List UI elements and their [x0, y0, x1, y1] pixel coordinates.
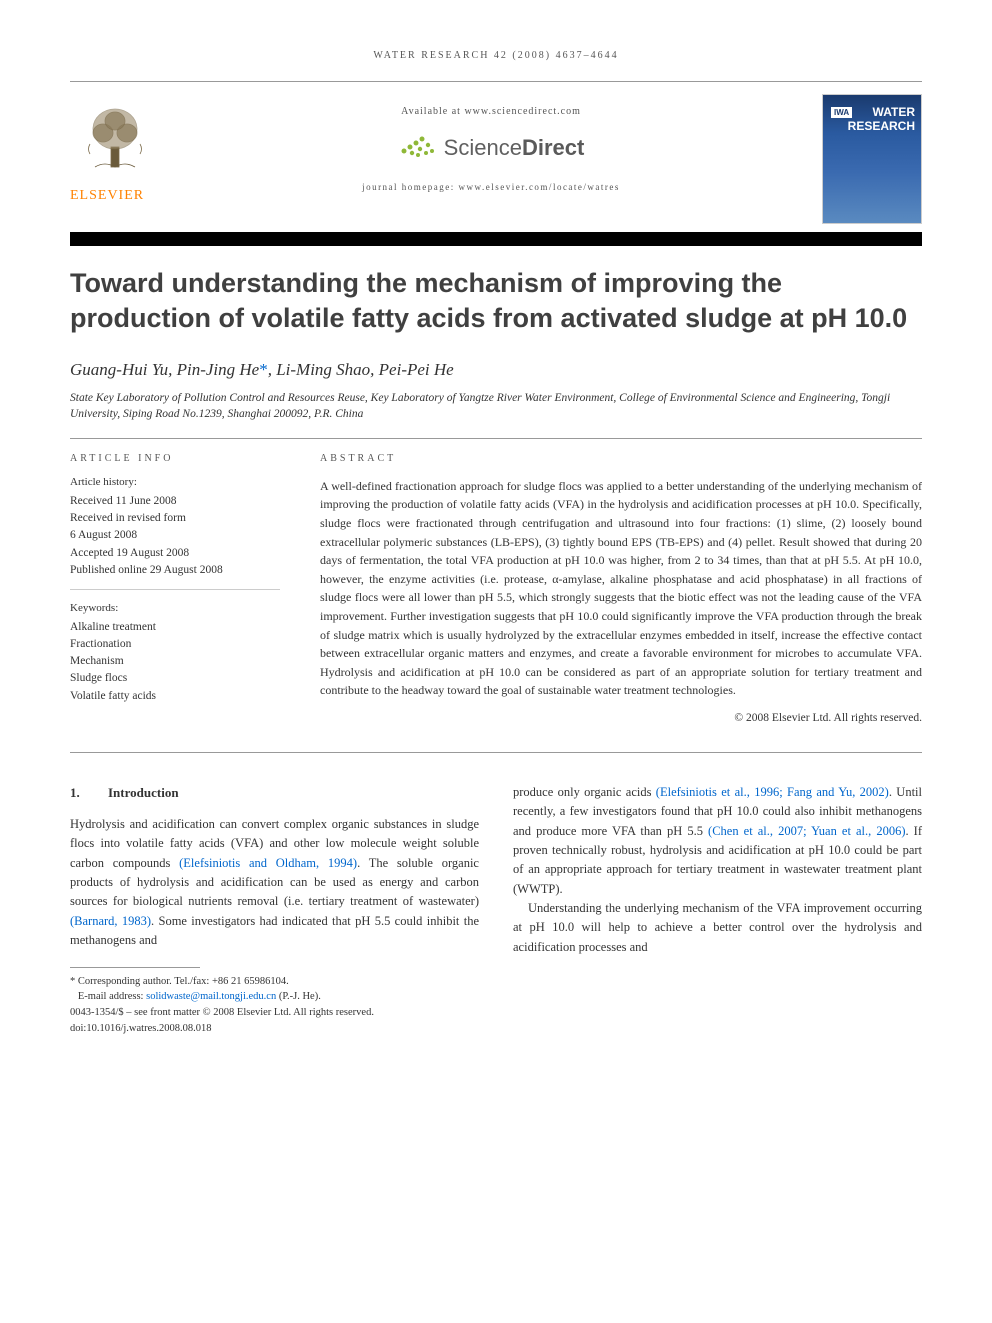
article-info-heading: ARTICLE INFO	[70, 451, 280, 466]
journal-homepage: journal homepage: www.elsevier.com/locat…	[180, 182, 802, 192]
email-label: E-mail address:	[78, 991, 146, 1002]
cover-label-1: WATER	[848, 105, 915, 119]
info-abstract-row: ARTICLE INFO Article history: Received 1…	[70, 451, 922, 727]
journal-cover-thumb: IWA WATER RESEARCH	[822, 94, 922, 224]
email-line: E-mail address: solidwaste@mail.tongji.e…	[70, 989, 479, 1005]
cite-1[interactable]: (Elefsiniotis and Oldham, 1994)	[179, 856, 357, 870]
revised-2: 6 August 2008	[70, 527, 280, 544]
body-col-right: produce only organic acids (Elefsiniotis…	[513, 783, 922, 1037]
section-heading: 1.Introduction	[70, 783, 479, 803]
email-link[interactable]: solidwaste@mail.tongji.edu.cn	[146, 991, 276, 1002]
accepted: Accepted 19 August 2008	[70, 545, 280, 562]
affiliation: State Key Laboratory of Pollution Contro…	[70, 390, 922, 422]
intro-p1: Hydrolysis and acidification can convert…	[70, 815, 479, 951]
issn-line: 0043-1354/$ – see front matter © 2008 El…	[70, 1005, 479, 1021]
header-center: Available at www.sciencedirect.com	[180, 94, 802, 192]
available-at: Available at www.sciencedirect.com	[180, 106, 802, 117]
revised-1: Received in revised form	[70, 510, 280, 527]
doi-line: doi:10.1016/j.watres.2008.08.018	[70, 1021, 479, 1037]
history-label: Article history:	[70, 474, 280, 491]
elsevier-tree-icon	[70, 94, 160, 184]
publisher-logo-block: ELSEVIER	[70, 94, 160, 204]
rule-above-body	[70, 752, 922, 753]
sciencedirect-logo: ScienceDirect	[180, 131, 802, 164]
top-rule	[70, 81, 922, 82]
section-title: Introduction	[108, 785, 179, 800]
corr-author-note: * Corresponding author. Tel./fax: +86 21…	[70, 974, 479, 990]
cite-3[interactable]: (Elefsiniotis et al., 1996; Fang and Yu,…	[656, 785, 889, 799]
header-row: ELSEVIER Available at www.sciencedirect.…	[70, 94, 922, 224]
cite-4[interactable]: (Chen et al., 2007; Yuan et al., 2006)	[708, 824, 905, 838]
kw-5: Volatile fatty acids	[70, 688, 280, 705]
sd-science: Science	[444, 135, 522, 160]
rule-above-info	[70, 438, 922, 439]
keywords-label: Keywords:	[70, 600, 280, 617]
kw-3: Mechanism	[70, 653, 280, 670]
section-num: 1.	[70, 783, 108, 803]
abstract-col: ABSTRACT A well-defined fractionation ap…	[320, 451, 922, 727]
footnote-rule	[70, 967, 200, 968]
abstract-text: A well-defined fractionation approach fo…	[320, 477, 922, 700]
corresponding-mark: *	[259, 360, 268, 379]
black-bar	[70, 232, 922, 246]
sd-dots-icon	[398, 131, 438, 164]
authors: Guang-Hui Yu, Pin-Jing He*, Li-Ming Shao…	[70, 360, 922, 380]
footnotes: * Corresponding author. Tel./fax: +86 21…	[70, 974, 479, 1037]
authors-rest: , Li-Ming Shao, Pei-Pei He	[268, 360, 454, 379]
cite-2[interactable]: (Barnard, 1983)	[70, 914, 151, 928]
col2-p2: Understanding the underlying mechanism o…	[513, 899, 922, 957]
abstract-heading: ABSTRACT	[320, 451, 922, 467]
authors-first: Guang-Hui Yu, Pin-Jing He	[70, 360, 259, 379]
c2p1a: produce only organic acids	[513, 785, 656, 799]
received: Received 11 June 2008	[70, 493, 280, 510]
col2-p1: produce only organic acids (Elefsiniotis…	[513, 783, 922, 899]
kw-2: Fractionation	[70, 636, 280, 653]
published: Published online 29 August 2008	[70, 562, 280, 579]
cover-label-2: RESEARCH	[848, 119, 915, 133]
sd-text: ScienceDirect	[444, 135, 585, 161]
cover-label: WATER RESEARCH	[848, 105, 915, 134]
kw-4: Sludge flocs	[70, 670, 280, 687]
sd-direct: Direct	[522, 135, 584, 160]
running-head: WATER RESEARCH 42 (2008) 4637–4644	[70, 50, 922, 61]
publisher-name: ELSEVIER	[70, 188, 160, 204]
article-title: Toward understanding the mechanism of im…	[70, 266, 922, 336]
copyright: © 2008 Elsevier Ltd. All rights reserved…	[320, 710, 922, 728]
article-info-col: ARTICLE INFO Article history: Received 1…	[70, 451, 280, 727]
keywords-block: Keywords: Alkaline treatment Fractionati…	[70, 600, 280, 705]
body-col-left: 1.Introduction Hydrolysis and acidificat…	[70, 783, 479, 1037]
email-who: (P.-J. He).	[276, 991, 321, 1002]
article-history-block: Article history: Received 11 June 2008 R…	[70, 474, 280, 590]
kw-1: Alkaline treatment	[70, 619, 280, 636]
body-columns: 1.Introduction Hydrolysis and acidificat…	[70, 783, 922, 1037]
